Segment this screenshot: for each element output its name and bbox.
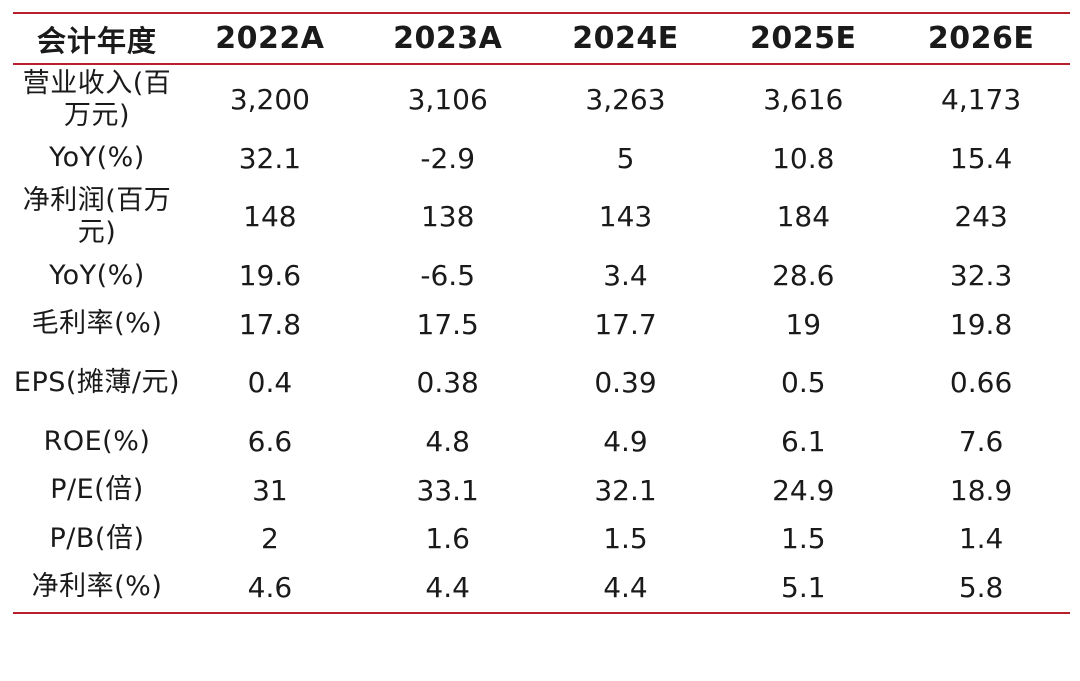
row-label: 营业收入(百万元) xyxy=(22,67,172,131)
table-cell: 0.38 xyxy=(416,366,479,400)
table-cell: 1.5 xyxy=(603,522,648,556)
table-cell: 184 xyxy=(776,200,831,234)
table-row-pe: P/E(倍) 31 33.1 32.1 24.9 18.9 xyxy=(13,466,1070,515)
table-cell: 4.4 xyxy=(536,563,715,614)
table-cell: 0.39 xyxy=(594,366,657,400)
table-cell: 33.1 xyxy=(416,473,479,507)
table-row-pb: P/B(倍) 2 1.6 1.5 1.5 1.4 xyxy=(13,515,1070,564)
table-row-net-profit-yoy: YoY(%) 19.6 -6.5 3.4 28.6 32.3 xyxy=(13,252,1070,301)
table-cell: 138 xyxy=(420,200,475,234)
table-cell: 17.5 xyxy=(416,307,479,341)
header-cell-fiscal-year: 会计年度 xyxy=(13,12,181,65)
table-row-revenue-yoy: YoY(%) 32.1 -2.9 5 10.8 15.4 xyxy=(13,134,1070,183)
table-cell: 18.9 xyxy=(949,473,1013,507)
table-cell: 15.4 xyxy=(949,141,1013,175)
table-cell: 4.6 xyxy=(181,563,359,614)
table-cell: 28.6 xyxy=(772,259,835,293)
row-label: EPS(摊薄/元) xyxy=(13,367,181,399)
table-cell: 4.8 xyxy=(425,425,470,459)
table-cell: 4,173 xyxy=(941,82,1022,116)
table-cell: -6.5 xyxy=(420,259,476,293)
row-label: 净利润(百万元) xyxy=(22,185,172,248)
table-row-eps: EPS(摊薄/元) 0.4 0.38 0.39 0.5 0.66 xyxy=(13,349,1070,418)
financial-forecast-table: 会计年度 2022A 2023A 2024E 2025E 2026E 营业收入(… xyxy=(13,12,1070,614)
table-body: 营业收入(百万元) 3,200 3,106 3,263 3,616 4,173 … xyxy=(13,64,1070,614)
table-cell: 32.3 xyxy=(949,259,1013,293)
table-cell: 17.7 xyxy=(594,307,657,341)
table-row-roe: ROE(%) 6.6 4.8 4.9 6.1 7.6 xyxy=(13,418,1070,467)
table-cell: 17.8 xyxy=(238,307,302,341)
table-cell: 6.6 xyxy=(247,425,293,459)
table-cell: 3,616 xyxy=(763,82,844,116)
row-label: P/B(倍) xyxy=(49,522,145,554)
table-row-revenue: 营业收入(百万元) 3,200 3,106 3,263 3,616 4,173 xyxy=(13,64,1070,134)
table-cell: 19.6 xyxy=(238,259,302,293)
row-label: P/E(倍) xyxy=(50,474,144,506)
table-cell: 0.4 xyxy=(247,366,293,400)
table-cell: 1.6 xyxy=(425,522,470,556)
table-cell: 32.1 xyxy=(594,473,657,507)
table-cell: 24.9 xyxy=(772,473,835,507)
header-cell-2024e: 2024E xyxy=(536,12,715,65)
table-cell: 243 xyxy=(954,200,1008,234)
row-label: 毛利率(%) xyxy=(31,308,163,340)
table-cell: 3,106 xyxy=(407,82,488,116)
table-cell: 5.1 xyxy=(714,563,893,614)
table-cell: 148 xyxy=(243,200,297,234)
table-cell: 31 xyxy=(252,473,288,507)
table-cell: 19.8 xyxy=(949,307,1013,341)
table-row-net-margin: 净利率(%) 4.6 4.4 4.4 5.1 5.8 xyxy=(13,563,1070,614)
table-row-net-profit: 净利润(百万元) 148 138 143 184 243 xyxy=(13,183,1070,252)
table-cell: 2 xyxy=(260,522,279,556)
header-cell-2025e: 2025E xyxy=(714,12,893,65)
table-cell: 4.4 xyxy=(358,563,537,614)
table-cell: 7.6 xyxy=(958,425,1004,459)
row-label: ROE(%) xyxy=(43,425,151,457)
table-row-gross-margin: 毛利率(%) 17.8 17.5 17.7 19 19.8 xyxy=(13,300,1070,349)
table-cell: 3,200 xyxy=(229,82,310,116)
row-label: YoY(%) xyxy=(49,259,145,291)
header-row: 会计年度 2022A 2023A 2024E 2025E 2026E xyxy=(13,12,1070,65)
table-cell: 0.66 xyxy=(949,366,1013,400)
table-cell: 1.5 xyxy=(781,522,826,556)
table-cell: 32.1 xyxy=(238,141,302,175)
table-cell: 3,263 xyxy=(585,82,666,116)
table-cell: 0.5 xyxy=(781,366,826,400)
header-cell-2022a: 2022A xyxy=(181,12,359,65)
row-label: 净利率(%) xyxy=(13,563,181,614)
table-cell: 5 xyxy=(616,141,635,175)
table-cell: 5.8 xyxy=(892,563,1070,614)
header-cell-2023a: 2023A xyxy=(358,12,537,65)
table-cell: 3.4 xyxy=(603,259,648,293)
table-cell: -2.9 xyxy=(420,141,476,175)
table-cell: 6.1 xyxy=(781,425,826,459)
table-cell: 143 xyxy=(598,200,653,234)
header-cell-2026e: 2026E xyxy=(892,12,1070,65)
row-label: YoY(%) xyxy=(49,142,145,174)
table-cell: 1.4 xyxy=(958,522,1004,556)
table-cell: 19 xyxy=(785,307,822,341)
table-cell: 10.8 xyxy=(772,141,835,175)
table-cell: 4.9 xyxy=(603,425,648,459)
